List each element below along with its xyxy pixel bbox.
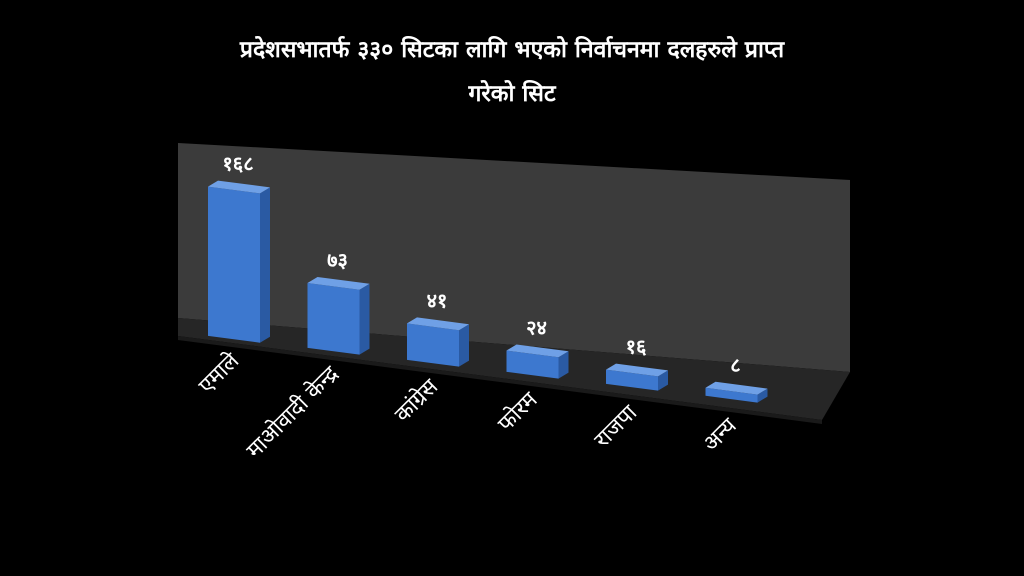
bar-side-5 xyxy=(658,370,668,391)
chart-title-line-2: गरेको सिट xyxy=(468,81,556,107)
data-label-6: ८ xyxy=(730,353,740,377)
category-label-1: एमाले xyxy=(193,347,245,399)
bar-6 xyxy=(705,387,758,403)
bar-top-2 xyxy=(307,277,370,290)
bar-side-1 xyxy=(260,187,270,343)
category-label-3: कांग्रेस xyxy=(390,373,444,427)
bar-3 xyxy=(407,323,459,367)
bar-side-3 xyxy=(459,324,469,367)
bar-side-4 xyxy=(558,351,569,379)
chart-floor-edge xyxy=(178,336,822,424)
bar-top-3 xyxy=(407,317,469,331)
bar-side-6 xyxy=(757,388,768,403)
bar-1 xyxy=(208,186,260,343)
data-label-1: १६८ xyxy=(222,152,253,176)
data-label-3: ४१ xyxy=(427,288,448,312)
bar-top-5 xyxy=(606,363,668,377)
chart-title: प्रदेशसभातर्फ ३३० सिटका लागि भएको निर्वा… xyxy=(120,28,904,116)
category-label-6: अन्य xyxy=(699,413,743,457)
data-label-5: १६ xyxy=(626,335,647,359)
category-label-5: राजपा xyxy=(590,400,643,453)
bar-top-4 xyxy=(506,344,569,358)
bar-2 xyxy=(307,283,360,355)
category-label-2: माओवादी केन्द्र xyxy=(241,361,344,464)
category-label-4: फोरम xyxy=(493,386,544,437)
chart-title-line-1: प्रदेशसभातर्फ ३३० सिटका लागि भएको निर्वा… xyxy=(239,37,785,63)
bar-top-1 xyxy=(208,180,270,194)
bar-4 xyxy=(506,350,559,379)
data-label-4: २४ xyxy=(526,316,547,340)
bar-top-6 xyxy=(705,381,768,395)
bar-side-2 xyxy=(359,283,370,355)
data-label-2: ७३ xyxy=(327,248,348,272)
bar-5 xyxy=(606,369,658,391)
